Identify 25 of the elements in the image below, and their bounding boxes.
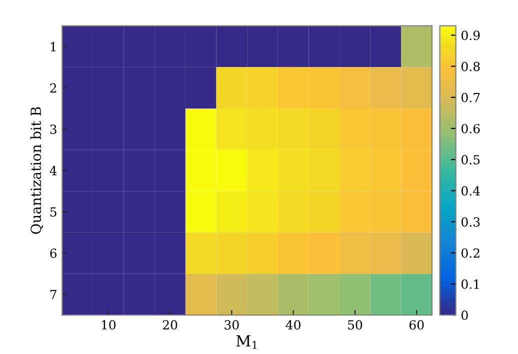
color-bar-label: 0.4	[462, 186, 480, 196]
y-tick-label: 7	[50, 290, 56, 300]
y-tick-label: 3	[50, 124, 56, 134]
x-tick-label: 50	[348, 320, 362, 330]
y-tick-label: 5	[50, 207, 56, 217]
color-bar-label: 0.7	[462, 92, 480, 102]
y-axis-title: Quantization bit B	[30, 107, 44, 234]
x-tick-label: 20	[162, 320, 178, 330]
y-tick-label: 2	[50, 83, 56, 93]
x-tick-label: 40	[286, 320, 300, 330]
color-bar-label: 0.1	[462, 279, 479, 289]
y-tick-label: 4	[50, 166, 57, 176]
y-tick-label: 1	[50, 42, 56, 52]
x-tick-label: 30	[224, 320, 239, 330]
color-bar-label: 0.3	[462, 217, 480, 227]
color-bar-label: 0.9	[462, 30, 480, 40]
color-bar-label: 0	[462, 310, 468, 320]
color-bar-label: 0.2	[462, 248, 480, 258]
color-bar-label: 0.6	[462, 124, 480, 134]
y-tick-label: 6	[50, 248, 57, 258]
x-axis-title: M$_{1}$	[236, 335, 257, 349]
color-bar-label: 0.5	[462, 155, 480, 164]
x-tick-label: 60	[409, 320, 424, 330]
color-bar-label: 0.8	[462, 62, 480, 72]
x-tick-label: 10	[102, 320, 116, 330]
